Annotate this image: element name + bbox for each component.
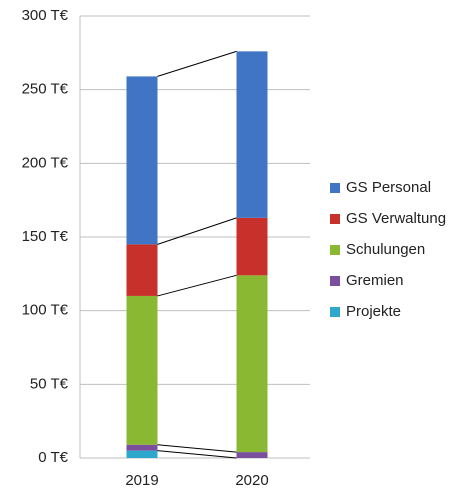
series-connector [157, 450, 237, 459]
bar-segment [126, 444, 158, 451]
legend-swatch [330, 245, 340, 255]
bar-segment [126, 244, 158, 296]
bar-segment [126, 295, 158, 445]
x-tick-label: 2020 [235, 472, 268, 489]
y-tick-label: 150 T€ [22, 228, 69, 245]
legend-label: Schulungen [346, 241, 425, 258]
legend-label: GS Personal [346, 179, 431, 196]
y-tick-label: 300 T€ [22, 7, 69, 24]
series-connector [157, 50, 237, 77]
legend-label: GS Verwaltung [346, 210, 446, 227]
legend-swatch [330, 214, 340, 224]
bar-segment [236, 51, 268, 218]
bar-segment [126, 450, 158, 458]
x-tick-label: 2019 [125, 472, 158, 489]
bar-segment [126, 76, 158, 245]
bar-segment [236, 452, 268, 458]
y-tick-label: 200 T€ [22, 154, 69, 171]
series-connector [157, 274, 237, 297]
legend-swatch [330, 276, 340, 286]
legend-label: Projekte [346, 303, 401, 320]
legend-label: Gremien [346, 272, 404, 289]
y-tick-label: 250 T€ [22, 81, 69, 98]
y-tick-label: 0 T€ [38, 449, 68, 466]
series-connector [157, 217, 237, 245]
y-tick-label: 50 T€ [30, 375, 69, 392]
bar-segment [236, 217, 268, 276]
series-connector [157, 444, 237, 453]
y-tick-label: 100 T€ [22, 302, 69, 319]
bar-segment [236, 275, 268, 453]
legend-swatch [330, 307, 340, 317]
legend-swatch [330, 183, 340, 193]
